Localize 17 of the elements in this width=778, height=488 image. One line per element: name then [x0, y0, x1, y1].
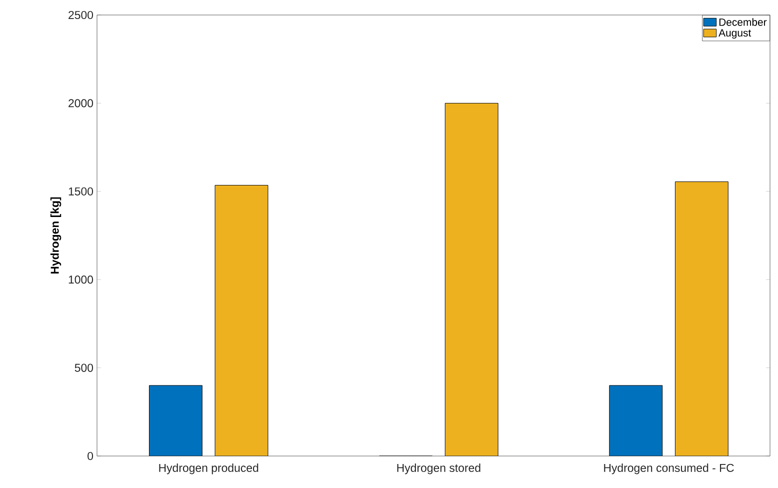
y-tick-label: 1000	[68, 276, 94, 284]
y-tick-label: 0	[88, 452, 94, 460]
y-tick-label: 2500	[68, 10, 94, 20]
bar	[214, 184, 268, 456]
bar	[609, 385, 663, 456]
bar	[148, 385, 202, 456]
y-tick-label: 2000	[68, 99, 94, 108]
y-axis-title: Hydrogen [kg]	[50, 197, 62, 274]
x-tick-label: Hydrogen produced	[159, 464, 258, 474]
bar	[674, 181, 728, 456]
legend-label: August	[718, 29, 752, 39]
x-tick-label: Hydrogen consumed - FC	[604, 464, 734, 474]
y-tick-label: 500	[74, 364, 94, 372]
bar	[444, 102, 498, 456]
legend-label: December	[719, 18, 767, 26]
x-tick-label: Hydrogen stored	[397, 464, 480, 474]
y-tick-label: 1500	[68, 187, 94, 196]
